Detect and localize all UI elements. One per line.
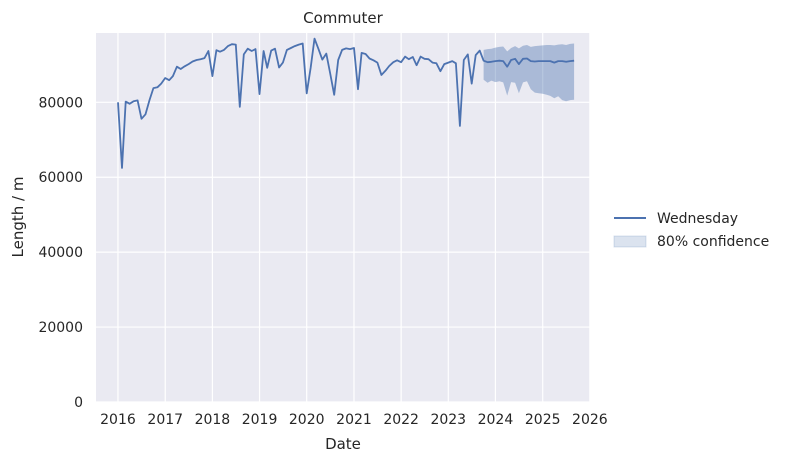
x-tick-label: 2024: [478, 412, 514, 428]
x-axis-label: Date: [325, 435, 361, 453]
plot-area: [96, 33, 590, 402]
legend-label-band: 80% confidence: [657, 234, 769, 250]
y-tick-label: 20000: [38, 320, 83, 336]
confidence-band-layer: [483, 43, 575, 102]
x-tick-label: 2019: [242, 412, 278, 428]
legend-label-series: Wednesday: [657, 211, 738, 227]
x-tick-labels: 2016 2017 2018 2019 2020 2021 2022 2023 2024 2025…: [100, 412, 608, 428]
y-tick-label: 60000: [38, 170, 83, 186]
y-axis-label: Length / m: [9, 177, 27, 258]
x-tick-label: 2026: [572, 412, 608, 428]
x-tick-label: 2022: [383, 412, 419, 428]
series-line-wednesday: [117, 37, 575, 169]
x-tick-label: 2023: [430, 412, 466, 428]
x-tick-label: 2017: [147, 412, 183, 428]
legend: Wednesday 80% confidence: [613, 211, 769, 250]
series-line-layer: [117, 37, 575, 169]
y-tick-label: 0: [74, 395, 83, 411]
y-tick-labels: 0 20000 40000 60000 80000: [38, 95, 83, 411]
legend-swatch-band: [613, 235, 647, 248]
x-tick-label: 2025: [525, 412, 561, 428]
confidence-band: [483, 43, 575, 102]
x-tick-label: 2016: [100, 412, 136, 428]
x-tick-label: 2021: [336, 412, 372, 428]
y-tick-label: 40000: [38, 245, 83, 261]
grid: [96, 33, 591, 403]
x-tick-label: 2020: [289, 412, 325, 428]
chart-title: Commuter: [303, 9, 383, 27]
x-tick-label: 2018: [195, 412, 231, 428]
y-tick-label: 80000: [38, 95, 83, 111]
